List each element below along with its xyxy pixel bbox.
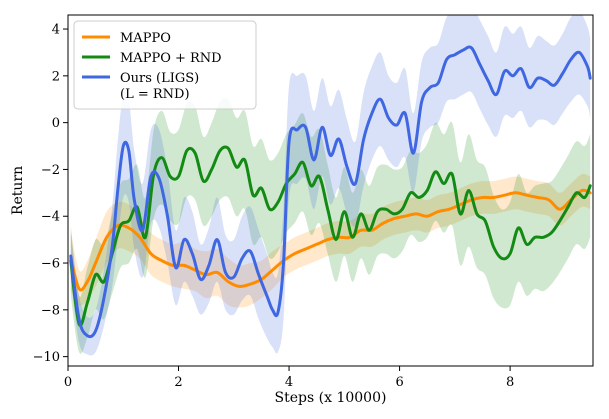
y-tick-label: −8 xyxy=(41,303,60,318)
y-tick-label: 2 xyxy=(52,69,60,84)
y-tick-label: 0 xyxy=(52,116,60,131)
y-tick-label: −10 xyxy=(33,350,60,365)
legend-label-1: MAPPO xyxy=(120,31,171,46)
y-axis-ticks: −10 −8 −6 −4 −2 0 2 4 xyxy=(33,23,68,365)
x-tick-label: 6 xyxy=(395,375,403,390)
legend-label-2: MAPPO + RND xyxy=(120,51,222,66)
y-tick-label: −4 xyxy=(41,210,60,225)
y-tick-label: −2 xyxy=(41,163,60,178)
x-tick-label: 0 xyxy=(64,375,72,390)
confidence-band-3 xyxy=(70,15,591,356)
legend: MAPPO MAPPO + RND Ours (LIGS) (L = RND) xyxy=(73,20,257,110)
x-axis-label: Steps (x 10000) xyxy=(275,390,387,406)
x-axis-ticks: 0 2 4 6 8 xyxy=(64,366,514,390)
y-tick-label: 4 xyxy=(52,23,60,38)
series-lines xyxy=(69,45,592,339)
x-tick-label: 8 xyxy=(506,375,514,390)
series-line-1 xyxy=(69,188,592,292)
legend-box xyxy=(73,20,257,110)
axes-frame xyxy=(67,14,594,367)
legend-label-3: Ours (LIGS) (L = RND) xyxy=(120,71,199,102)
x-tick-label: 4 xyxy=(285,375,293,390)
y-tick-label: −6 xyxy=(41,257,60,272)
x-tick-label: 2 xyxy=(174,375,182,390)
series-line-2 xyxy=(69,145,592,327)
series-line-3 xyxy=(69,45,592,339)
y-axis-label: Return xyxy=(10,166,26,215)
